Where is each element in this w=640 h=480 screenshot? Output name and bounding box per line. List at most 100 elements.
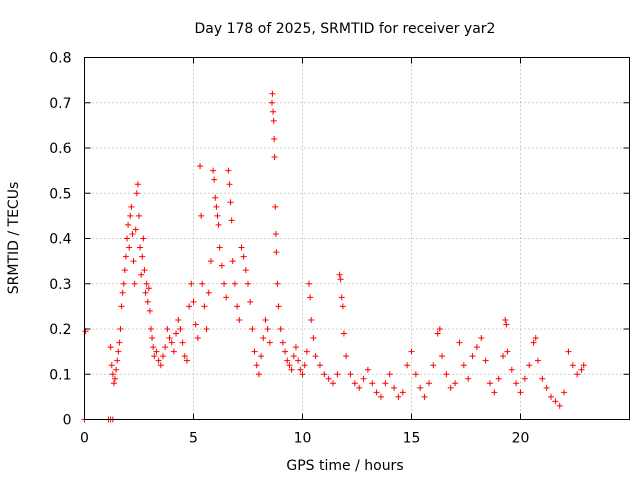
data-point (255, 371, 262, 378)
data-point (146, 307, 153, 314)
data-point (129, 230, 136, 237)
data-point (417, 384, 424, 391)
data-point (478, 335, 485, 342)
data-point (271, 154, 278, 161)
chart-title: Day 178 of 2025, SRMTID for receiver yar… (195, 21, 496, 37)
data-point (151, 353, 158, 360)
data-point (286, 362, 293, 369)
data-point (228, 217, 235, 224)
data-point (439, 353, 446, 360)
data-point (147, 326, 154, 332)
y-tick-label: 0.3 (49, 277, 71, 293)
data-point (340, 330, 347, 337)
data-point (288, 366, 295, 373)
y-tick-label: 0.4 (49, 232, 71, 248)
y-tick-label: 0 (63, 413, 72, 429)
data-point (534, 357, 541, 364)
data-point (270, 108, 277, 115)
data-point (110, 380, 117, 387)
data-point (578, 366, 585, 373)
data-point (155, 357, 162, 364)
data-point (192, 321, 199, 328)
data-point (343, 353, 350, 360)
data-point (517, 389, 524, 396)
data-point (173, 330, 180, 337)
data-point (188, 280, 195, 287)
data-point (226, 181, 233, 188)
data-point (186, 303, 193, 310)
data-point (491, 389, 498, 396)
data-point (277, 326, 284, 332)
data-point (210, 167, 217, 174)
y-tick-label: 0.8 (49, 51, 71, 67)
data-point (112, 375, 119, 382)
data-point (211, 176, 218, 183)
data-point (495, 375, 502, 382)
data-point (269, 90, 276, 97)
data-point (292, 344, 299, 351)
data-point (128, 203, 135, 210)
data-point (530, 339, 537, 346)
data-point (565, 348, 572, 355)
x-tick-label: 10 (294, 431, 312, 447)
data-point (120, 280, 127, 287)
data-point (221, 280, 228, 287)
data-point (284, 357, 291, 364)
data-point (373, 389, 380, 396)
data-point (247, 298, 254, 305)
data-point (325, 375, 332, 382)
data-point (443, 371, 450, 378)
data-point (356, 384, 363, 391)
data-point (234, 303, 241, 310)
data-point (452, 380, 459, 387)
data-point (274, 280, 281, 287)
data-point (526, 362, 533, 369)
data-point (138, 271, 145, 278)
data-point (134, 181, 141, 188)
data-point (482, 357, 489, 364)
y-tick-labels: 0 0.1 0.2 0.3 0.4 0.5 0.6 0.7 0.8 (49, 51, 71, 429)
data-point (425, 380, 432, 387)
data-point (258, 353, 265, 360)
data-point (114, 357, 121, 364)
data-point (121, 267, 128, 274)
data-point (133, 190, 140, 197)
data-point (170, 348, 177, 355)
data-point (299, 371, 306, 378)
data-point (360, 375, 367, 382)
data-point (215, 221, 222, 228)
data-point (339, 303, 346, 310)
data-point (119, 289, 126, 296)
data-point (275, 303, 282, 310)
data-point (421, 393, 428, 400)
data-point (168, 339, 175, 346)
y-tick-label: 0.6 (49, 141, 71, 157)
data-point (218, 262, 225, 269)
data-point (508, 366, 515, 373)
data-point (408, 348, 415, 355)
data-point (469, 353, 476, 360)
axis-ticks (84, 57, 630, 420)
data-point (199, 280, 206, 287)
data-point (197, 163, 204, 170)
data-point (223, 294, 230, 301)
x-axis-label: GPS time / hours (286, 458, 403, 474)
data-point (142, 289, 149, 296)
data-point (271, 135, 278, 142)
data-point (132, 226, 139, 233)
data-point (198, 212, 205, 219)
data-point (238, 244, 245, 251)
data-point (122, 253, 129, 260)
data-point (150, 344, 157, 351)
data-point (308, 316, 315, 323)
data-point (312, 353, 319, 360)
data-point (179, 339, 186, 346)
data-point (338, 294, 345, 301)
data-point (279, 339, 286, 346)
data-point (137, 244, 144, 251)
data-point (364, 366, 371, 373)
data-point (260, 335, 267, 342)
data-point (316, 362, 323, 369)
data-point (460, 362, 467, 369)
